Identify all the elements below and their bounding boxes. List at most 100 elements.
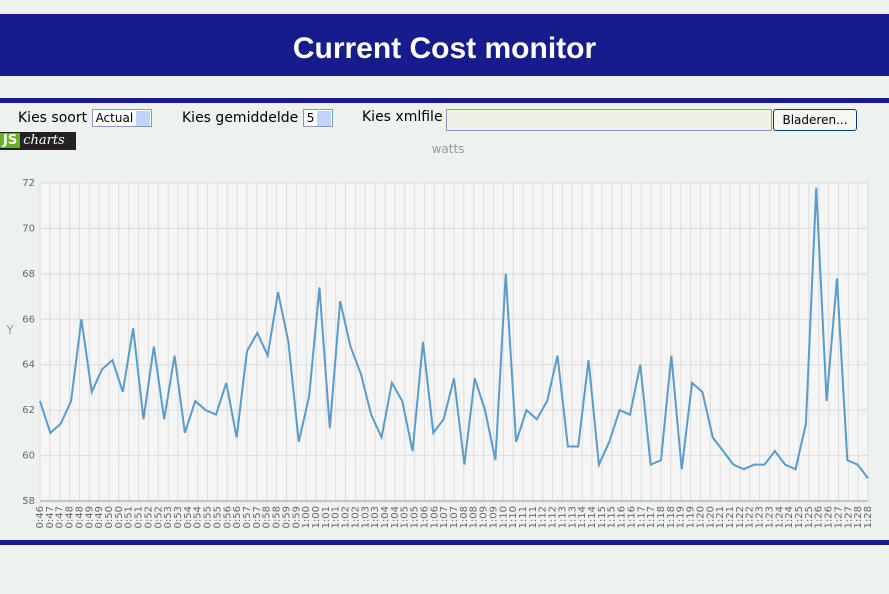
- x-tick-label: 0:52: [153, 506, 164, 528]
- x-tick-label: 0:54: [183, 506, 194, 528]
- x-tick-label: 0:51: [124, 506, 135, 528]
- chart-title: watts: [432, 142, 465, 156]
- x-tick-label: 0:52: [143, 506, 154, 528]
- x-tick-label: 1:19: [676, 506, 687, 528]
- x-tick-label: 1:05: [400, 506, 411, 528]
- x-tick-label: 1:11: [528, 506, 539, 528]
- x-tick-label: 1:12: [538, 506, 549, 528]
- x-tick-label: 1:17: [646, 506, 657, 528]
- x-tick-label: 0:58: [272, 506, 283, 528]
- x-tick-label: 1:26: [814, 506, 825, 528]
- x-tick-label: 1:08: [459, 506, 470, 528]
- x-tick-label: 0:48: [65, 506, 76, 528]
- y-label: Y: [5, 323, 14, 337]
- file-input[interactable]: [446, 109, 772, 131]
- x-tick-label: 1:15: [597, 506, 608, 528]
- x-tick-label: 0:59: [291, 506, 302, 528]
- x-tick-label: 1:01: [321, 506, 332, 528]
- x-tick-label: 1:00: [311, 506, 322, 528]
- x-tick-label: 1:21: [725, 506, 736, 528]
- x-tick-label: 1:27: [843, 506, 854, 528]
- x-tick-label: 1:26: [824, 506, 835, 528]
- x-tick-label: 1:22: [735, 506, 746, 528]
- x-tick-label: 0:56: [232, 506, 243, 528]
- gemiddelde: Kies gemiddelde 5: [182, 109, 334, 127]
- logo-js: JS: [0, 133, 21, 148]
- x-tick-label: 1:25: [804, 506, 815, 528]
- x-tick-label: 1:27: [833, 506, 844, 528]
- x-tick-label: 0:55: [212, 506, 223, 528]
- x-tick-label: 0:46: [35, 506, 46, 528]
- x-tick-label: 0:57: [252, 506, 263, 528]
- x-tick-label: 0:56: [222, 506, 233, 528]
- x-tick-label: 0:48: [74, 506, 85, 528]
- x-tick-label: 1:18: [656, 506, 667, 528]
- x-tick-label: 1:09: [488, 506, 499, 528]
- x-tick-label: 1:20: [695, 506, 706, 528]
- x-tick-label: 1:00: [301, 506, 312, 528]
- x-tick-label: 1:06: [429, 506, 440, 528]
- logo-charts: charts: [23, 133, 65, 148]
- x-tick-label: 1:09: [479, 506, 490, 528]
- x-tick-label: 1:22: [745, 506, 756, 528]
- x-tick-label: 1:13: [567, 506, 578, 528]
- x-tick-label: 1:02: [341, 506, 352, 528]
- browse-button[interactable]: Bladeren...: [773, 109, 857, 131]
- x-tick-label: 1:04: [390, 506, 401, 528]
- x-tick-label: 1:16: [626, 506, 637, 528]
- x-tick-label: 0:49: [94, 506, 105, 528]
- select[interactable]: Actual: [91, 109, 153, 127]
- label: Kies soort: [18, 110, 88, 126]
- y-tick-label: 64: [22, 360, 35, 371]
- x-tick-label: 0:49: [84, 506, 95, 528]
- x-tick-label: 1:17: [636, 506, 647, 528]
- x-tick-label: 1:15: [607, 506, 618, 528]
- x-tick-label: 1:08: [469, 506, 480, 528]
- x-tick-label: 1:28: [853, 506, 864, 528]
- x-tick-label: 1:10: [498, 506, 509, 528]
- y-tick-label: 60: [22, 451, 35, 462]
- y-tick-label: 70: [22, 223, 35, 234]
- xml: Kies xmlfile: [362, 109, 443, 125]
- x-tick-label: 1:02: [350, 506, 361, 528]
- x-tick-label: 1:03: [360, 506, 371, 528]
- x-tick-label: 0:50: [114, 506, 125, 528]
- x-tick-label: 1:28: [863, 506, 874, 528]
- x-tick-label: 1:07: [439, 506, 450, 528]
- x-tick-label: 0:54: [193, 506, 204, 528]
- chart: watts Y 0:460:470:470:480:480:490:490:50…: [5, 142, 874, 528]
- x-tick-label: 0:50: [104, 506, 115, 528]
- header: Current Cost monitor: [0, 14, 889, 76]
- x-tick-label: 1:24: [784, 506, 795, 528]
- soort: Kies soort Actual: [18, 109, 153, 127]
- x-tick-label: 0:53: [173, 506, 184, 528]
- y-tick-label: 68: [22, 269, 35, 280]
- x-tick-label: 1:14: [587, 506, 598, 528]
- x-tick-label: 1:05: [410, 506, 421, 528]
- line: [39, 187, 869, 479]
- x-tick-label: 1:23: [755, 506, 766, 528]
- x-tick-label: 1:11: [518, 506, 529, 528]
- x-tick-label: 0:51: [134, 506, 145, 528]
- rule: [0, 98, 889, 103]
- x-tick-label: 1:03: [370, 506, 381, 528]
- rule: [0, 540, 889, 545]
- x-tick-label: 1:25: [794, 506, 805, 528]
- y-tick-label: 58: [22, 496, 35, 507]
- label: Kies gemiddelde: [182, 110, 299, 126]
- x-tick-label: 0:57: [242, 506, 253, 528]
- x-tick-label: 1:01: [331, 506, 342, 528]
- x-tick-label: 1:16: [617, 506, 628, 528]
- x-tick-label: 0:58: [262, 506, 273, 528]
- x-tick-label: 1:04: [380, 506, 391, 528]
- x-tick-label: 1:07: [449, 506, 460, 528]
- x-tick-label: 1:06: [419, 506, 430, 528]
- x-tick-label: 0:59: [281, 506, 292, 528]
- x-tick-label: 1:18: [666, 506, 677, 528]
- x-tick-label: 1:20: [705, 506, 716, 528]
- select[interactable]: 5: [302, 109, 334, 127]
- logo: JS charts: [0, 132, 76, 150]
- x-tick-label: 1:12: [548, 506, 559, 528]
- x-tick-label: 0:47: [55, 506, 66, 528]
